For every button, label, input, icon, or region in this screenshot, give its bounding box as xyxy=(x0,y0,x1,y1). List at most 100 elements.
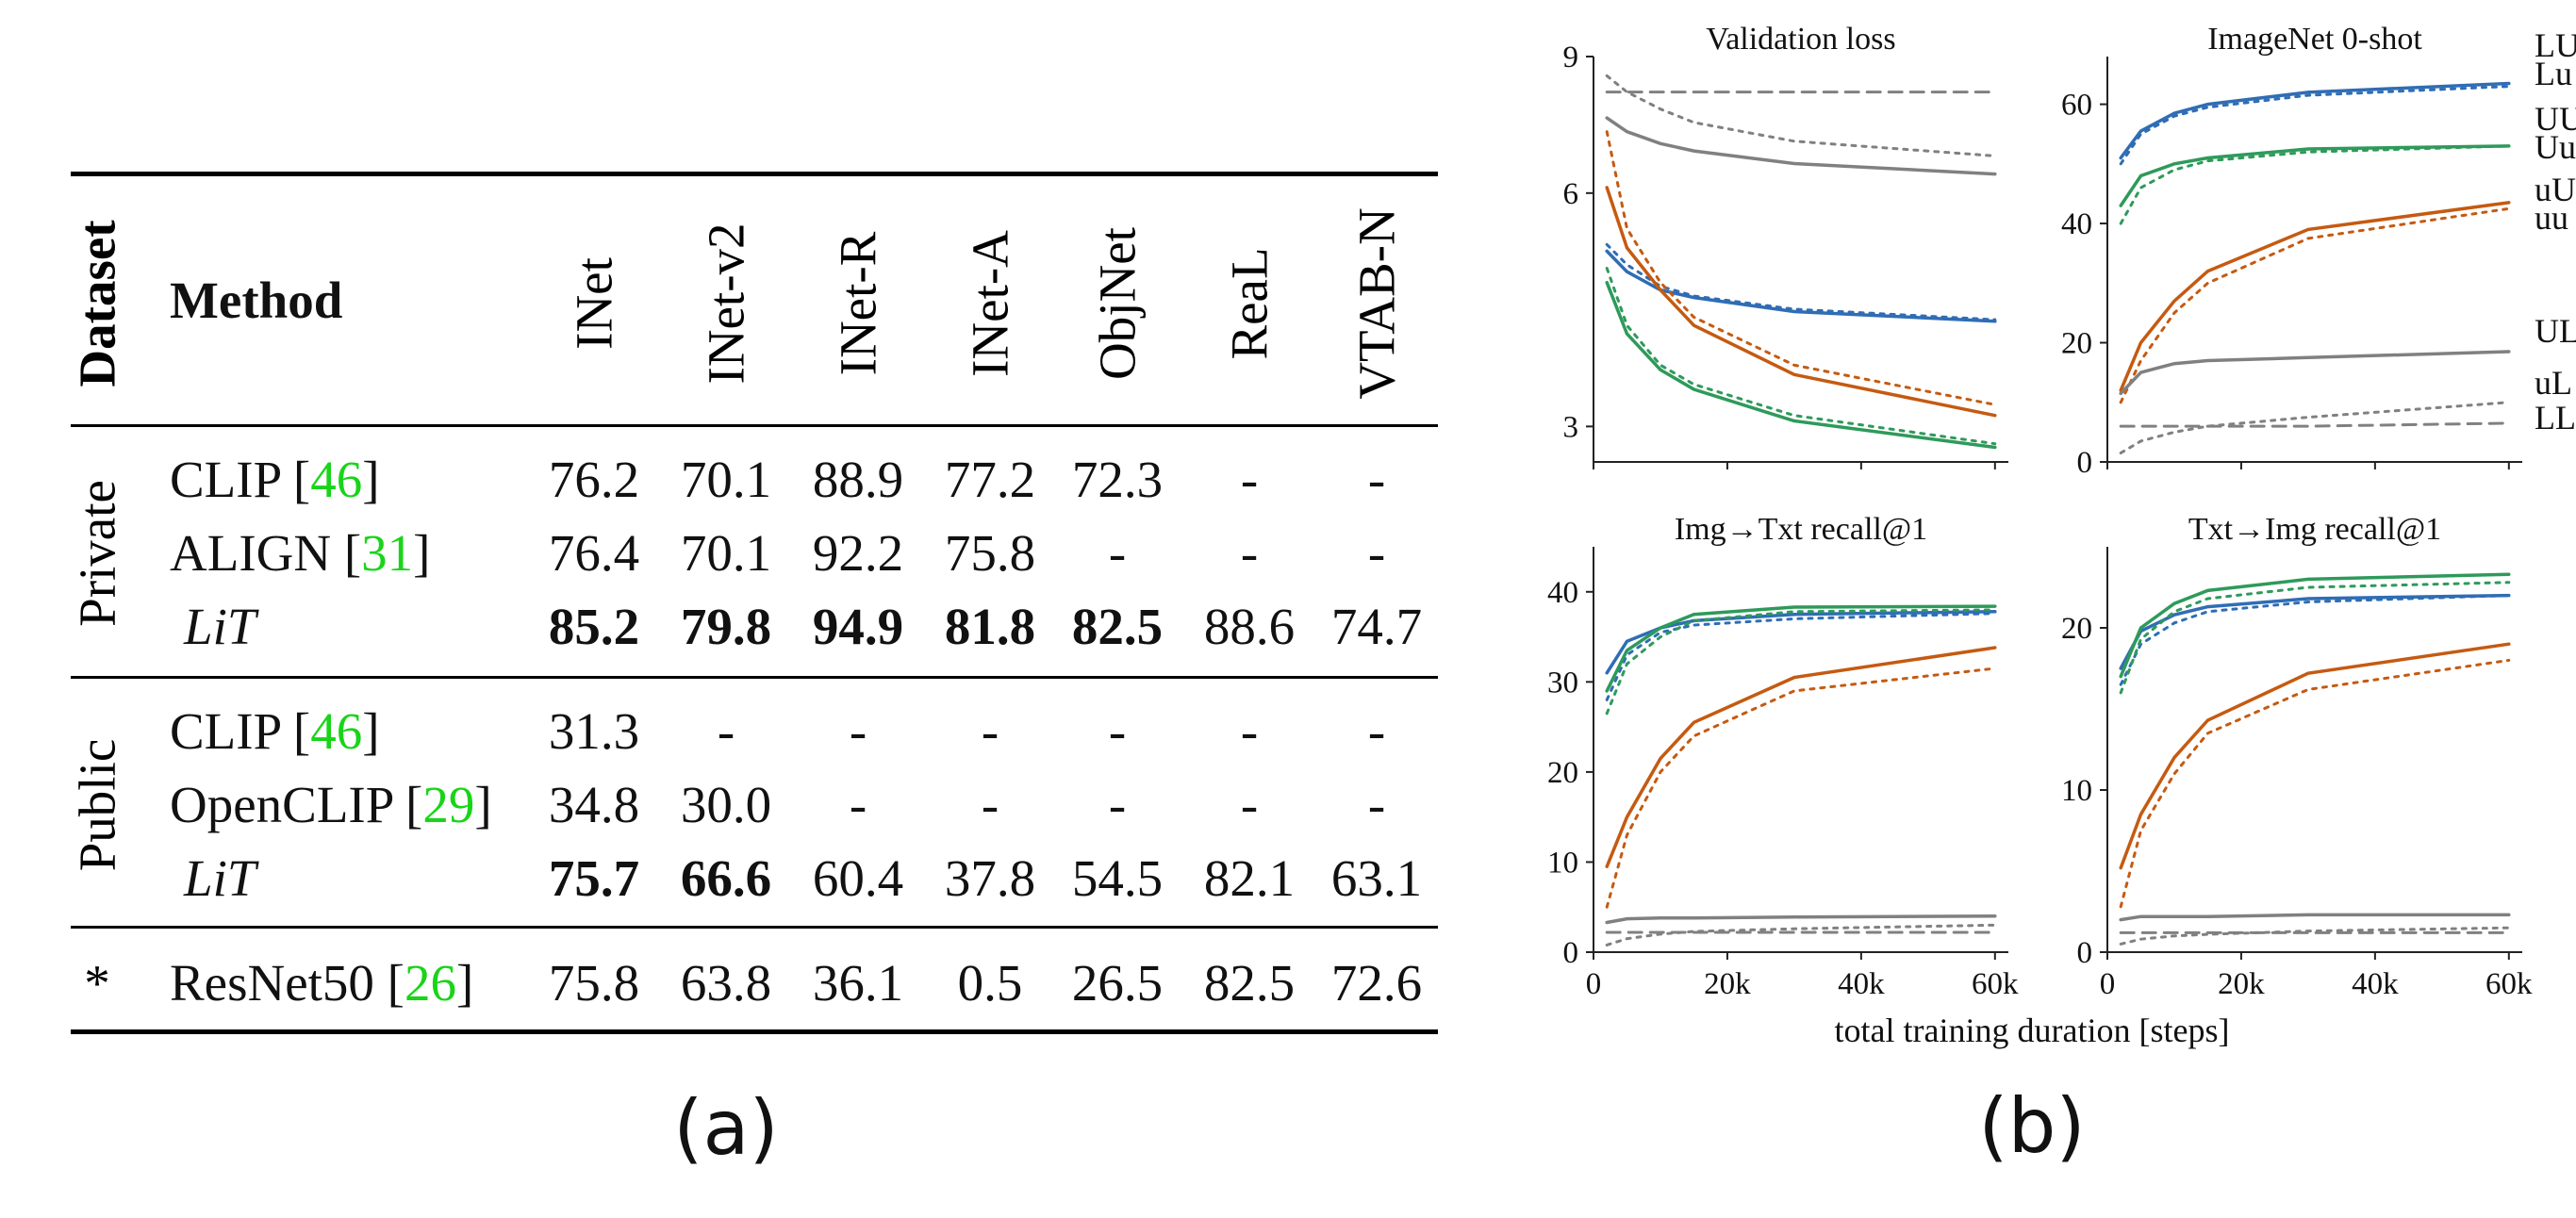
value-cell: 34.8 xyxy=(548,776,640,833)
value-cell: - xyxy=(1108,524,1127,582)
header-column: INet xyxy=(565,257,623,350)
y-tick-label: 10 xyxy=(2061,774,2092,808)
value-cell: 74.7 xyxy=(1330,598,1423,655)
series-line-uU xyxy=(1605,186,1997,418)
legend-entry-UL: UL xyxy=(2535,312,2576,350)
method-name: LiT xyxy=(184,849,256,907)
chart-title: Txt→Img recall@1 xyxy=(2188,512,2441,547)
value-cell: - xyxy=(1240,451,1259,508)
value-cell: 76.4 xyxy=(548,524,640,582)
results-table: Dataset Method INet INet-v2 INet-R INet-A ObjN… xyxy=(68,172,1438,1034)
value-cell: 37.8 xyxy=(944,849,1036,907)
series-line-uL xyxy=(1605,923,1997,946)
series-line-uu xyxy=(2119,658,2511,909)
value-cell: - xyxy=(1240,702,1259,760)
value-cell: 63.1 xyxy=(1330,849,1423,907)
value-cell: 60.4 xyxy=(812,849,904,907)
series-line-uL xyxy=(1605,74,1997,157)
series-line-uu xyxy=(1605,130,1997,406)
x-tick-label: 20k xyxy=(1704,967,1751,1001)
chart-0: Validation loss 3 6 9 xyxy=(1563,22,2008,469)
series-line-UU xyxy=(2119,144,2511,207)
value-cell: 26.5 xyxy=(1071,954,1164,1012)
x-tick-label: 0 xyxy=(1586,967,1602,1001)
x-tick-label: 0 xyxy=(2100,967,2116,1001)
y-tick-label: 0 xyxy=(2077,936,2093,970)
table-rule xyxy=(71,1029,1438,1034)
series-line-UL xyxy=(1605,116,1997,176)
value-cell: 36.1 xyxy=(812,954,904,1012)
table-rule xyxy=(71,926,1438,929)
series-line-LL xyxy=(2119,421,2511,428)
y-tick-label: 40 xyxy=(1547,576,1578,610)
chart-title: Img→Txt recall@1 xyxy=(1675,512,1927,547)
citation-link[interactable]: 26 xyxy=(405,954,456,1012)
header-column: INet-v2 xyxy=(697,222,755,385)
value-cell: 82.1 xyxy=(1203,849,1296,907)
series-line-LU xyxy=(1605,249,1997,323)
x-tick-label: 40k xyxy=(2352,967,2399,1001)
value-cell: - xyxy=(1108,776,1127,833)
training-curves-figure: Validation loss 3 6 9 ImageNet 0-shot 0 20 40 60… xyxy=(1547,22,2576,1170)
value-cell: 63.8 xyxy=(680,954,772,1012)
chart-3: Txt→Img recall@1 0 10 20 0 20k 40k 60k xyxy=(2061,512,2533,1001)
value-cell: 77.2 xyxy=(944,451,1036,508)
legend-entry-uU: uU xyxy=(2535,171,2576,208)
y-tick-label: 30 xyxy=(1547,666,1578,700)
citation-link[interactable]: 46 xyxy=(310,702,363,760)
header-column: ReaL xyxy=(1220,247,1279,360)
method-cell: ResNet50 [26] xyxy=(170,954,474,1012)
x-tick-label: 20k xyxy=(2218,967,2265,1001)
value-cell: - xyxy=(981,776,999,833)
value-cell: 88.6 xyxy=(1203,598,1296,655)
method-name: CLIP xyxy=(170,451,281,508)
series-line-UU xyxy=(1605,280,1997,450)
y-tick-label: 20 xyxy=(2061,612,2092,646)
value-cell: 76.2 xyxy=(548,451,640,508)
panel-b-caption: (b) xyxy=(1978,1082,2085,1170)
citation-link[interactable]: 46 xyxy=(310,451,363,508)
method-name: ResNet50 xyxy=(170,954,374,1012)
value-cell: 94.9 xyxy=(812,598,904,655)
series-line-UU xyxy=(1605,604,1997,693)
value-cell: 72.3 xyxy=(1071,451,1164,508)
group-label: Public xyxy=(68,738,126,872)
value-cell: 54.5 xyxy=(1071,849,1164,907)
header-column: INet-R xyxy=(829,231,887,376)
legend-entry-LL: LL xyxy=(2535,399,2576,436)
x-tick-label: 60k xyxy=(2485,967,2533,1001)
method-name: OpenCLIP xyxy=(170,776,393,833)
value-cell: - xyxy=(849,702,867,760)
value-cell: 75.8 xyxy=(944,524,1036,582)
legend-entry-Lu: Lu xyxy=(2535,55,2572,92)
citation-link[interactable]: 31 xyxy=(361,524,414,582)
header-column: INet-A xyxy=(961,230,1019,377)
y-tick-label: 0 xyxy=(2077,446,2093,480)
series-line-uu xyxy=(1605,667,1997,909)
series-line-LU xyxy=(1605,610,1997,675)
value-cell: 79.8 xyxy=(680,598,772,655)
value-cell: - xyxy=(1367,776,1386,833)
series-line-UL xyxy=(2119,913,2511,922)
y-tick-label: 20 xyxy=(1547,756,1578,790)
value-cell: 85.2 xyxy=(548,598,640,655)
y-tick-label: 0 xyxy=(1563,936,1579,970)
series-line-Lu xyxy=(1605,242,1997,321)
value-cell: 70.1 xyxy=(680,451,772,508)
table-rule xyxy=(71,172,1438,176)
method-name: LiT xyxy=(184,598,256,655)
method-cell: LiT xyxy=(184,590,256,664)
value-cell: 92.2 xyxy=(812,524,904,582)
value-cell: - xyxy=(1367,702,1386,760)
y-tick-label: 40 xyxy=(2061,207,2092,241)
series-line-uu xyxy=(2119,206,2511,404)
legend-entry-Uu: Uu xyxy=(2535,128,2576,166)
legend-entry-uL: uL xyxy=(2535,364,2572,402)
citation-link[interactable]: 29 xyxy=(422,776,475,833)
y-tick-label: 6 xyxy=(1563,177,1579,211)
series-line-Uu xyxy=(2119,144,2511,225)
value-cell: - xyxy=(1108,702,1127,760)
series-line-LU xyxy=(2119,593,2511,670)
value-cell: 70.1 xyxy=(680,524,772,582)
value-cell: - xyxy=(981,702,999,760)
